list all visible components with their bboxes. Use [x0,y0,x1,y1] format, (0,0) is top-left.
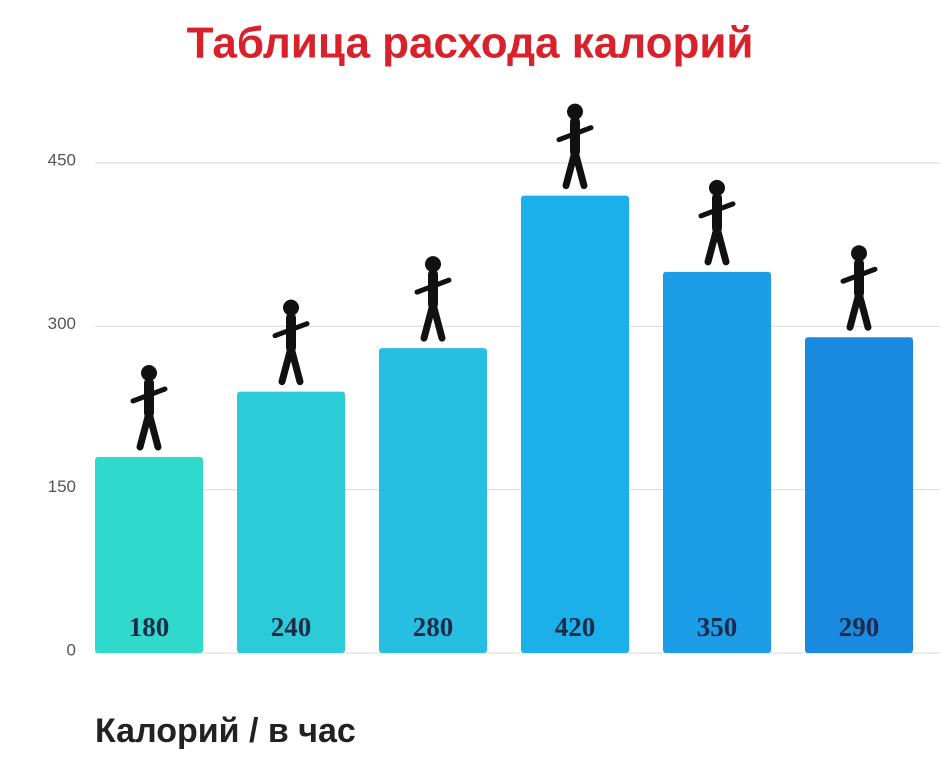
icon-arm [556,125,594,143]
activity-icon [272,299,310,386]
icon-leg [855,289,872,331]
value-label: 280 [413,612,454,642]
icon-head [709,179,725,196]
bar [805,337,913,653]
icon-arm [272,321,310,339]
icon-head [283,299,299,316]
icon-leg [429,300,446,342]
bar [95,457,203,653]
value-label: 350 [697,612,738,642]
value-label: 290 [839,612,880,642]
y-tick-label: 150 [48,477,76,496]
icon-head [425,256,441,273]
icon-leg [287,344,304,386]
bar [521,195,629,653]
icon-arm [840,266,878,284]
icon-leg [713,224,730,266]
icon-arm [698,201,736,219]
activity-icon [130,365,168,451]
icon-head [141,365,157,381]
bar [663,271,771,653]
icon-head [851,245,867,262]
icon-arm [414,277,452,295]
y-tick-label: 300 [48,314,76,333]
y-tick-label: 0 [67,640,76,659]
x-axis-label: Калорий / в час [95,712,356,750]
activity-icon [556,103,594,190]
icon-head [567,103,583,120]
value-label: 180 [129,612,170,642]
activity-icon [840,245,878,331]
icon-arm [130,386,168,404]
y-tick-label: 450 [48,150,76,169]
activity-icon [414,256,452,342]
value-label: 420 [555,612,596,642]
bar [237,391,345,653]
chart-title: Таблица расхода калорий [187,19,754,68]
activity-icon [698,179,736,266]
value-label: 240 [271,612,312,642]
icon-leg [571,148,588,190]
bar [379,348,487,653]
icon-leg [145,409,162,451]
